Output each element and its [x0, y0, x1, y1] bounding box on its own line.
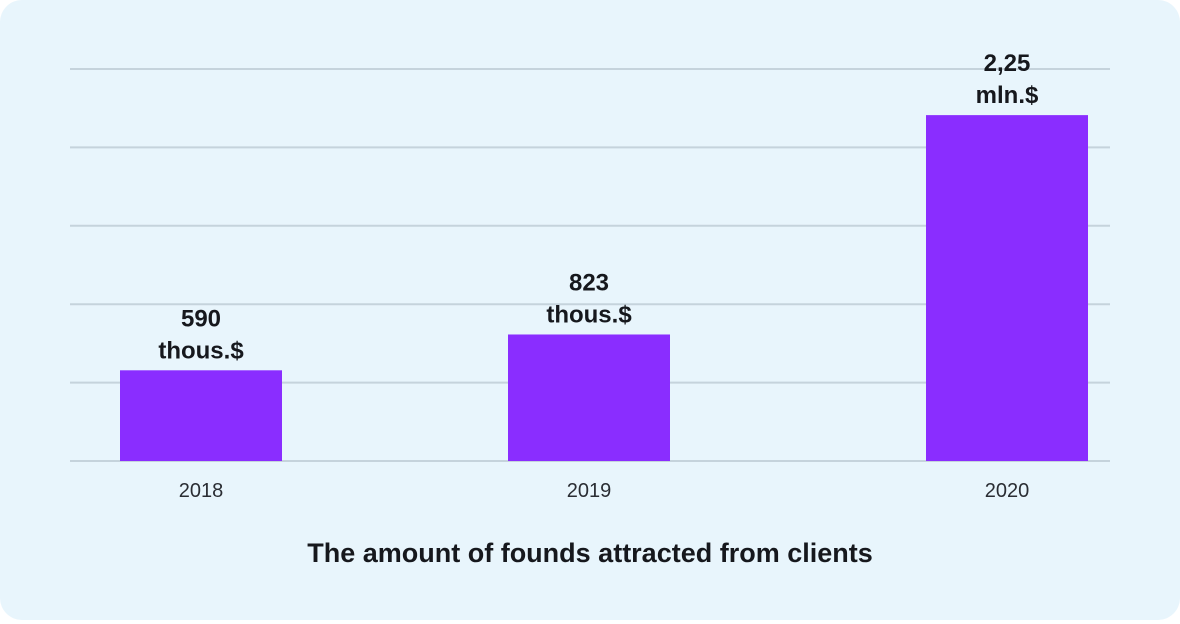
data-label-2018-line2: thous.$ — [158, 337, 244, 364]
bar-2018 — [120, 370, 282, 461]
data-label-2018-line1: 590 — [181, 305, 221, 332]
data-label-2020-line2: mln.$ — [976, 82, 1039, 109]
bars — [120, 115, 1088, 461]
bar-2020 — [926, 115, 1088, 461]
x-tick-label-2019: 2019 — [567, 480, 612, 502]
x-axis-tick-labels: 2018 2019 2020 — [179, 480, 1030, 502]
data-label-2019-line2: thous.$ — [546, 301, 632, 328]
bar-2019 — [508, 334, 670, 461]
data-label-2019-line1: 823 — [569, 269, 609, 296]
x-tick-label-2018: 2018 — [179, 480, 224, 502]
data-labels: 590 thous.$ 823 thous.$ 2,25 mln.$ — [158, 50, 1039, 364]
data-label-2020-line1: 2,25 — [984, 50, 1031, 77]
x-tick-label-2020: 2020 — [985, 480, 1030, 502]
chart-title: The amount of founds attracted from clie… — [307, 538, 873, 568]
